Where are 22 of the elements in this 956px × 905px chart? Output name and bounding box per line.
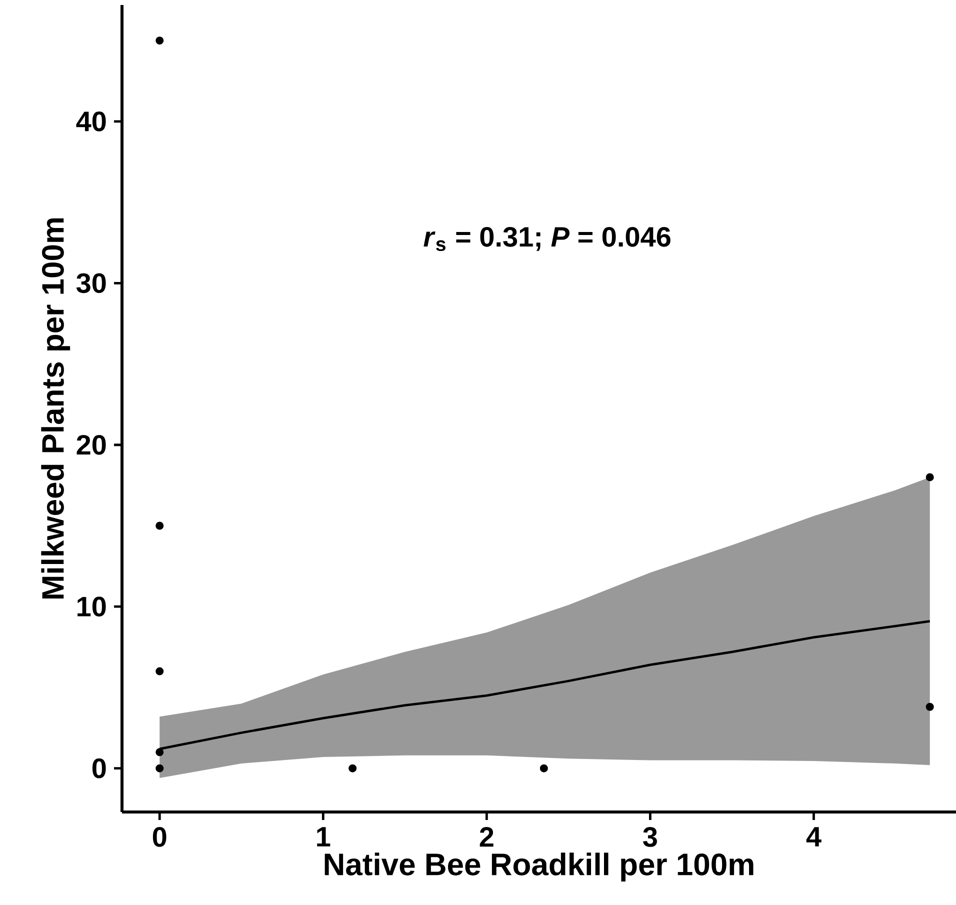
point [348,764,357,772]
annotation: r$_{s}$ = 0.31; P = 0.046 [424,226,670,252]
y-tick-label: 30 [76,273,106,294]
x-tick-label: 3 [643,827,657,847]
point [156,522,164,530]
y-tick-label: 20 [76,434,106,455]
x-tick-label: 0 [152,827,166,847]
point [926,473,934,482]
point [156,764,164,772]
x-tick-label: 4 [806,827,822,846]
point [156,748,164,756]
point [156,667,164,676]
y-tick-label: 0 [92,758,106,778]
y-tick-label: 10 [78,596,106,617]
point [156,36,164,45]
y-tick-label: 40 [76,111,106,132]
y-axis-title: Milkweed Plants per 100m [41,218,70,599]
point [540,764,548,772]
x-tick-label: 2 [480,827,494,847]
point [926,702,934,711]
x-axis-title: Native Bee Roadkill per 100m [324,852,754,882]
x-tick-label: 1 [317,827,330,846]
